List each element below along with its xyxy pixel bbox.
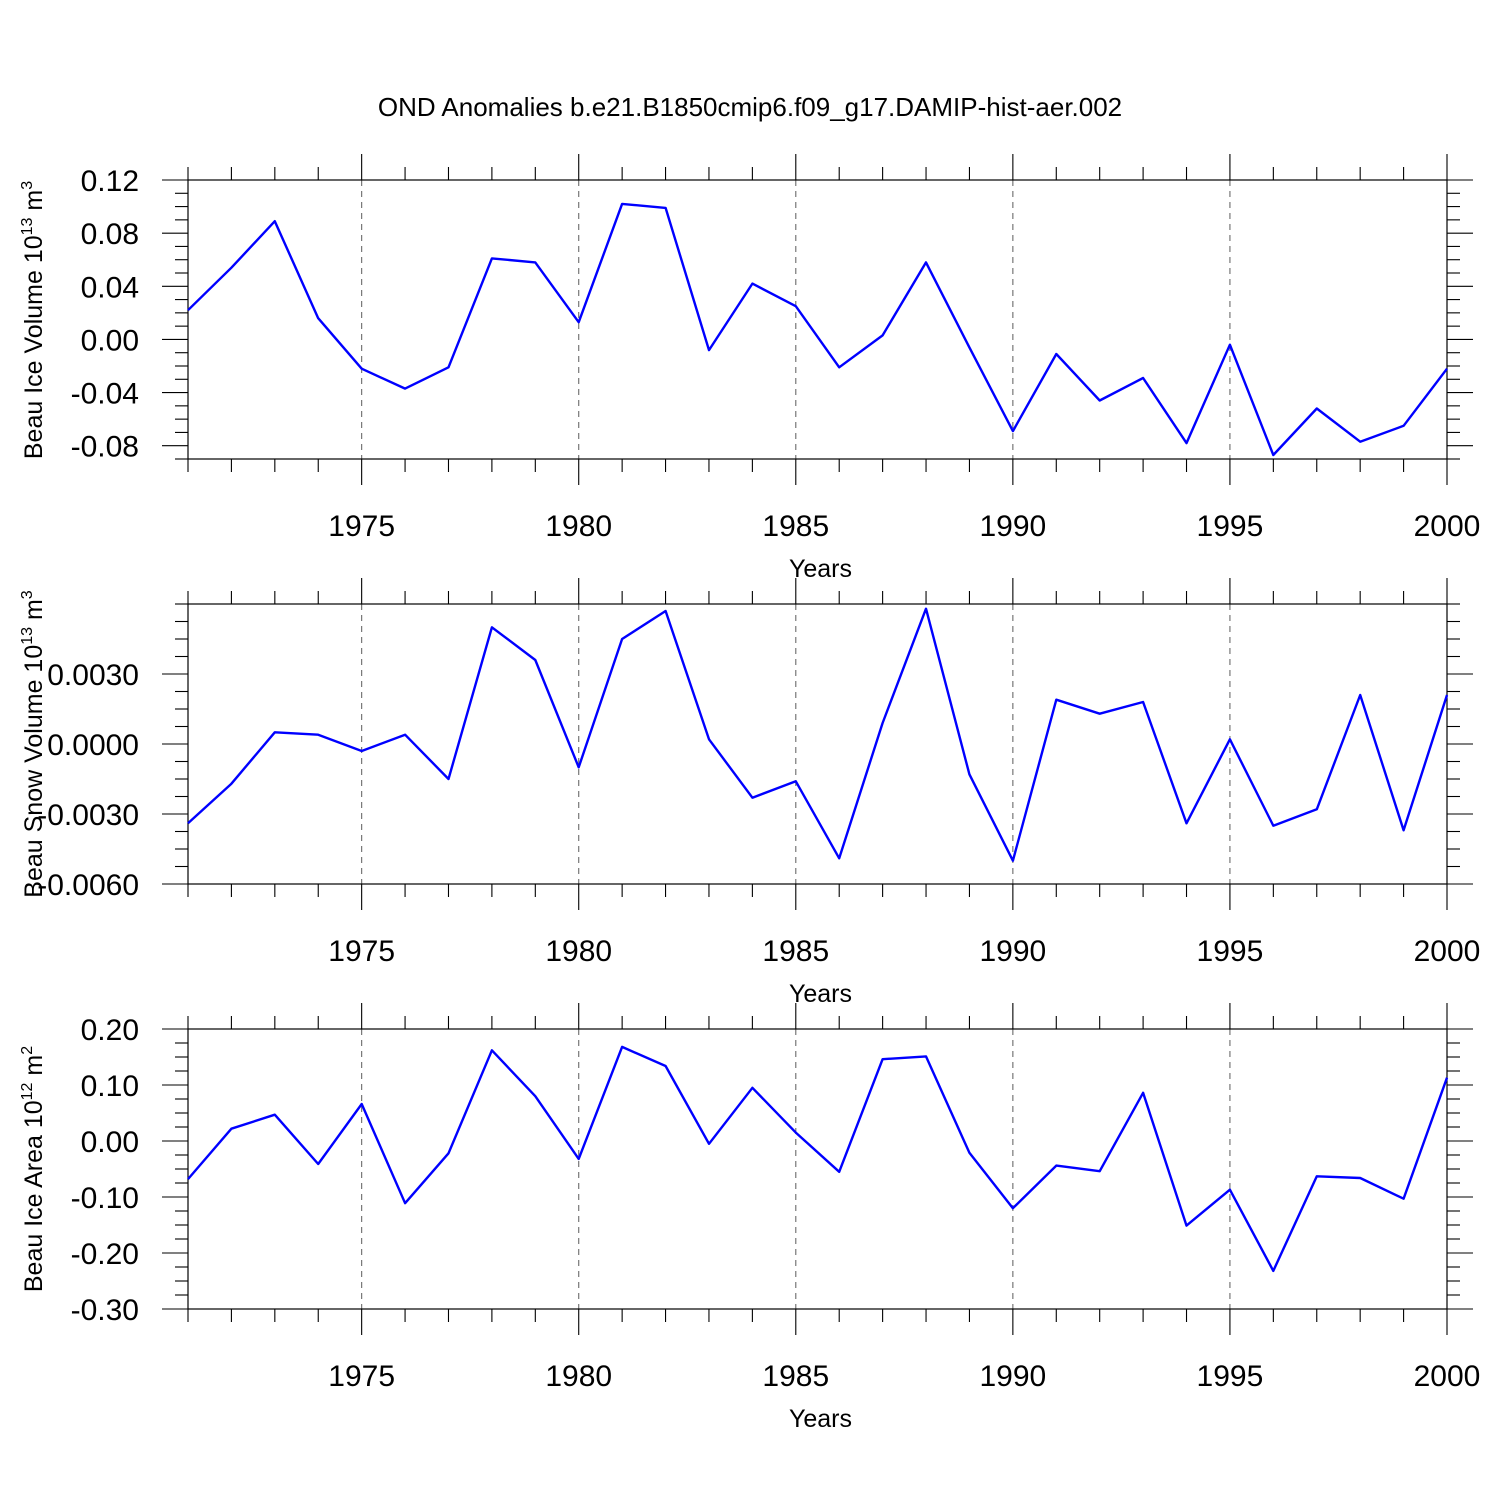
y-tick-label: 0.00 (81, 1126, 139, 1159)
x-axis-title: Years (789, 555, 852, 583)
series-line (187, 1045, 1449, 1273)
x-tick-label: 1980 (545, 1360, 612, 1393)
x-tick-label: 1995 (1197, 510, 1264, 543)
figure-title: OND Anomalies b.e21.B1850cmip6.f09_g17.D… (378, 92, 1122, 122)
y-axis-title: Beau Ice Volume 1013 m3 (19, 181, 48, 459)
y-axis-title-main: Beau Ice Volume 10 (20, 235, 48, 459)
x-axis-title: Years (789, 980, 852, 1008)
y-axis-title-unit-exponent: 3 (19, 590, 36, 599)
x-tick-label: 1975 (328, 1360, 395, 1393)
y-tick-label: 0.08 (81, 218, 139, 251)
x-tick-label: 1990 (979, 510, 1046, 543)
y-tick-label: 0.20 (81, 1014, 139, 1047)
y-axis-title-exponent: 13 (19, 217, 36, 235)
x-tick-label: 1975 (328, 935, 395, 968)
series-line (187, 607, 1449, 862)
x-tick-label: 1985 (762, 1360, 829, 1393)
y-axis-title-unit: m (20, 1055, 48, 1083)
y-axis-title-unit: m (20, 599, 48, 627)
x-tick-label: 2000 (1414, 935, 1481, 968)
x-tick-label: 1985 (762, 510, 829, 543)
y-tick-label: -0.04 (71, 378, 139, 411)
x-tick-label: 1980 (545, 510, 612, 543)
ice-area-panel: -0.30 -0.20 -0.10 0.00 0.10 0.20 1975 1980 1985 1… (19, 1003, 1480, 1433)
y-axis-title-exponent: 13 (19, 627, 36, 645)
y-tick-label: 0.0030 (47, 659, 139, 692)
y-tick-label: -0.0030 (37, 799, 139, 832)
y-axis-title-unit-exponent: 3 (19, 181, 36, 190)
x-tick-label: 2000 (1414, 1360, 1481, 1393)
x-tick-label: 1980 (545, 935, 612, 968)
y-tick-label: -0.30 (71, 1294, 139, 1327)
y-axis-title-clip: Beau Snow Volume 1013 m3 (19, 590, 48, 898)
y-tick-label: -0.08 (71, 431, 139, 464)
x-tick-label: 1985 (762, 935, 829, 968)
series-line (187, 202, 1448, 457)
x-tick-label: 1990 (979, 935, 1046, 968)
y-axis-title-exponent: 12 (19, 1082, 36, 1100)
y-axis-title-main: Beau Snow Volume 10 (20, 645, 48, 898)
x-tick-label: 1990 (979, 1360, 1046, 1393)
x-tick-label: 1995 (1197, 935, 1264, 968)
x-tick-label: 1975 (328, 510, 395, 543)
ice-volume-panel: -0.08 -0.04 0.00 0.04 0.08 0.12 1975 1980 1985 19… (19, 154, 1480, 583)
y-tick-label: -0.10 (71, 1182, 139, 1215)
y-tick-label: 0.12 (81, 165, 139, 198)
y-tick-label: 0.00 (81, 324, 139, 357)
y-tick-label: 0.04 (81, 271, 139, 304)
x-tick-label: 2000 (1414, 510, 1481, 543)
x-tick-label: 1995 (1197, 1360, 1264, 1393)
y-axis-title-main: Beau Ice Area 10 (20, 1100, 48, 1292)
y-tick-label: -0.20 (71, 1238, 139, 1271)
y-axis-title: Beau Ice Area 1012 m2 (19, 1046, 48, 1292)
y-axis-title-unit-exponent: 2 (19, 1046, 36, 1055)
y-tick-label: -0.0060 (37, 869, 139, 902)
y-axis-title: Beau Snow Volume 1013 m3 (19, 590, 48, 898)
x-axis-title: Years (789, 1405, 852, 1433)
plot-frame (187, 179, 1448, 460)
y-tick-label: 0.10 (81, 1070, 139, 1103)
y-axis-title-unit: m (20, 190, 48, 218)
y-tick-label: 0.0000 (47, 729, 139, 762)
snow-volume-panel: -0.0060 -0.0030 0.0000 0.0030 1975 1980 1985 19… (19, 578, 1480, 1008)
